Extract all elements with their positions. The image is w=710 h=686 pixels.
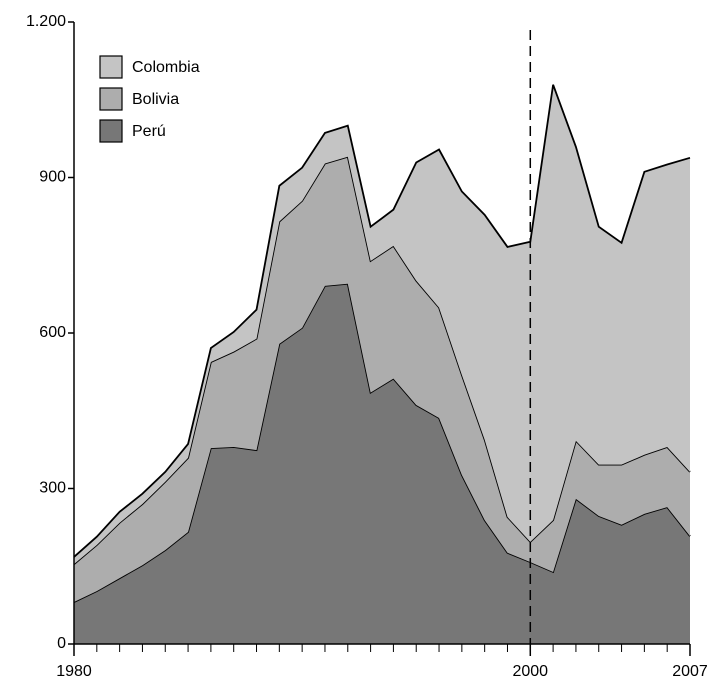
y-tick-label: 300	[39, 480, 66, 497]
x-tick-label: 2000	[512, 663, 548, 680]
area	[74, 283, 690, 644]
legend-label: Perú	[132, 123, 166, 140]
legend-label: Bolivia	[132, 91, 179, 108]
legend-swatch	[99, 119, 123, 143]
legend-swatch	[99, 55, 123, 79]
x-tick-label: 2007	[672, 663, 708, 680]
legend-label: Colombia	[132, 59, 200, 76]
legend-swatch	[99, 87, 123, 111]
y-tick-label: 0	[57, 635, 66, 652]
y-tick-label: 1.200	[26, 13, 66, 30]
x-tick-label: 1980	[56, 663, 92, 680]
y-tick-label: 600	[39, 324, 66, 341]
y-tick-label: 900	[39, 169, 66, 186]
area	[74, 156, 690, 603]
area-line	[73, 84, 691, 558]
